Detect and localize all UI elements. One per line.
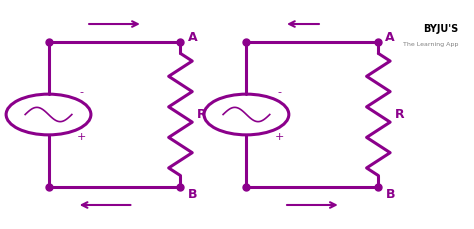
Text: -: - (277, 87, 282, 97)
Text: R: R (197, 108, 207, 121)
Text: A: A (188, 31, 197, 44)
Text: R: R (395, 108, 404, 121)
Text: -: - (80, 87, 83, 97)
Text: BYJU'S: BYJU'S (423, 24, 458, 34)
Text: +: + (77, 132, 86, 142)
Text: B: B (188, 188, 197, 201)
Text: The Learning App: The Learning App (403, 42, 458, 47)
Text: B: B (385, 188, 395, 201)
Text: +: + (275, 132, 284, 142)
Text: A: A (385, 31, 395, 44)
